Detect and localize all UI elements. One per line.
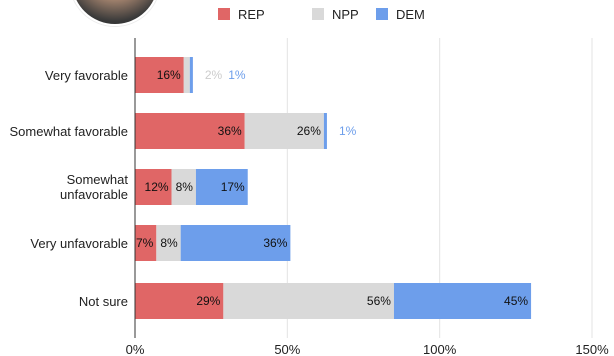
bar-label-dem: 1%: [228, 68, 246, 82]
legend: REP NPP DEM: [218, 7, 425, 22]
bar-label-npp: 8%: [160, 236, 178, 250]
bar-label-rep: 12%: [145, 180, 169, 194]
x-tick-label: 150%: [575, 342, 609, 356]
bars: 16% 2% 1% 36% 26% 1% 12% 8% 17% 7% 8% 36% 29% 56% 45%: [135, 57, 532, 319]
bar-rep: [135, 225, 157, 261]
bar-npp: [244, 113, 324, 149]
legend-swatch-rep: [218, 8, 230, 20]
bar-dem: [195, 169, 248, 205]
bar-npp: [171, 169, 196, 205]
bar-dem: [323, 113, 327, 149]
bar-label-npp: 2%: [205, 68, 223, 82]
bar-dem: [189, 57, 193, 93]
bar-dem: [393, 283, 532, 319]
x-tick-labels: 0% 50% 100% 150%: [126, 342, 609, 356]
bar-label-rep: 16%: [157, 68, 181, 82]
bar-label-npp: 8%: [176, 180, 194, 194]
bar-label-rep: 36%: [218, 124, 242, 138]
bar-dem: [180, 225, 291, 261]
category-labels: Very favorable Somewhat favorable Somewhat…: [9, 68, 128, 309]
bar-npp: [156, 225, 181, 261]
x-tick-label: 0%: [126, 342, 145, 356]
bar-label-rep: 29%: [196, 294, 220, 308]
bar-rep: [135, 113, 245, 149]
bar-rep: [135, 57, 184, 93]
category-label: Very unfavorable: [30, 236, 128, 251]
category-label: Not sure: [79, 294, 128, 309]
bar-label-dem: 36%: [263, 236, 287, 250]
bar-npp: [223, 283, 394, 319]
legend-label-dem: DEM: [396, 7, 425, 22]
legend-swatch-dem: [376, 8, 388, 20]
bar-npp: [183, 57, 190, 93]
bar-label-rep: 7%: [136, 236, 154, 250]
bar-label-dem: 17%: [221, 180, 245, 194]
legend-label-rep: REP: [238, 7, 265, 22]
category-label: Somewhat favorable: [9, 124, 128, 139]
bar-label-dem: 1%: [339, 124, 357, 138]
legend-swatch-npp: [312, 8, 324, 20]
bar-rep: [135, 169, 172, 205]
bar-label-dem: 45%: [504, 294, 528, 308]
x-tick-label: 100%: [423, 342, 457, 356]
category-label: Somewhat unfavorable: [60, 172, 128, 202]
legend-label-npp: NPP: [332, 7, 359, 22]
bar-label-npp: 26%: [297, 124, 321, 138]
bar-rep: [135, 283, 224, 319]
bar-label-npp: 56%: [367, 294, 391, 308]
category-label: Very favorable: [45, 68, 128, 83]
x-tick-label: 50%: [274, 342, 300, 356]
